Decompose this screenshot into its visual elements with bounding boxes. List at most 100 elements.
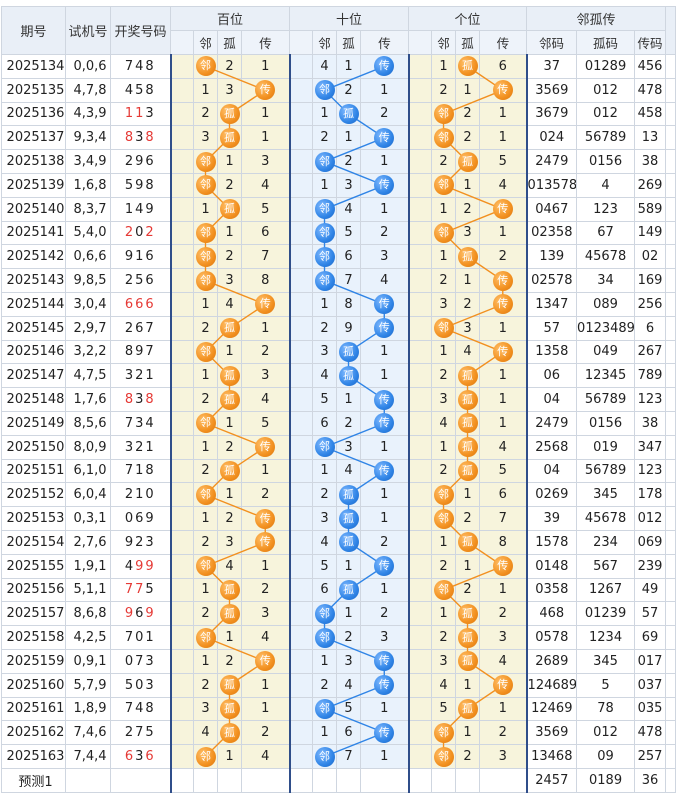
- draw-digit: 3: [145, 106, 156, 122]
- table-row[interactable]: 2025154 2,7,6 923 2 3 传 4 孤 2 1 孤 8 1578 234 069: [1, 529, 676, 555]
- bai-cell: 2: [217, 172, 242, 198]
- edge-cell: [665, 54, 676, 79]
- draw-digit: 2: [124, 273, 136, 289]
- bai-pad: [169, 744, 194, 769]
- table-row[interactable]: 2025145 2,9,7 267 2 孤 1 2 9 传邻 3 1 57 0123489 6: [1, 315, 676, 341]
- table-row[interactable]: 2025146 3,2,2 897 邻 1 2 3 孤 1 1 4 传 1358 049 267: [1, 339, 676, 365]
- bai-pad: [169, 315, 194, 341]
- draw-digit: 0: [135, 677, 146, 693]
- gu-code-cell: 012: [576, 720, 636, 746]
- table-row[interactable]: 2025142 0,6,6 916 邻 2 7 邻 6 3 1 孤 2 139 45678 02: [1, 244, 676, 270]
- edge-cell: [665, 363, 676, 389]
- ge-cell: 2: [431, 553, 457, 579]
- draw-cell: 073: [110, 648, 171, 674]
- ge-cell: 2: [431, 77, 457, 103]
- issue-cell: 2025160: [1, 672, 66, 698]
- bai-hit-ball: 传: [255, 651, 276, 672]
- ge-cell: 邻: [431, 220, 457, 246]
- ge-cell: 2: [455, 577, 481, 603]
- shi-pad: [288, 268, 314, 293]
- table-row[interactable]: 2025144 3,0,4 666 1 4 传 1 8 传 3 2 传 1347 089 256: [1, 291, 676, 317]
- table-row[interactable]: 2025141 5,4,0 202 邻 1 6 邻 5 2 邻 3 1 02358 67 149: [1, 220, 676, 246]
- bai-cell: 邻: [193, 482, 218, 508]
- draw-cell: 503: [110, 672, 171, 698]
- edge-cell: [665, 458, 676, 484]
- shi-pad: [288, 648, 314, 674]
- table-row[interactable]: 2025148 1,7,6 838 2 孤 4 5 1 传 3 孤 1 04 56789 123: [1, 387, 676, 412]
- issue-cell: 2025149: [1, 410, 66, 436]
- table-row[interactable]: 2025160 5,7,9 503 2 孤 1 2 4 传 4 1 传 124689 5 037: [1, 672, 676, 698]
- ge-cell: 3: [431, 387, 457, 412]
- bai-hit-ball: 孤: [219, 460, 240, 481]
- table-row[interactable]: 2025138 3,4,9 296 邻 1 3 邻 2 1 2 孤 5 2479 0156 38: [1, 149, 676, 174]
- bai-cell: 孤: [217, 458, 242, 484]
- table-row[interactable]: 2025155 1,9,1 499 邻 4 1 5 1 传 2 1 传 0148 567 239: [1, 553, 676, 579]
- bai-hit-ball: 邻: [195, 556, 216, 577]
- shi-cell: 5: [312, 387, 338, 412]
- header-ge: 个位: [408, 6, 528, 31]
- bai-cell: 孤: [217, 720, 242, 746]
- table-row[interactable]: 2025162 7,4,6 275 4 孤 2 1 6 传邻 1 2 3569 012 478: [1, 720, 676, 746]
- trend-table: 期号 试机号 开奖号码 百位 十位 个位 邻孤传 邻 孤 传 邻 孤 传 邻 孤…: [1, 6, 676, 793]
- table-row[interactable]: 2025156 5,1,1 775 1 孤 2 6 孤 1 邻 2 1 0358 1267 49: [1, 577, 676, 603]
- table-row[interactable]: 2025150 8,0,9 321 1 2 传邻 3 1 1 孤 4 2568 019 347: [1, 434, 676, 460]
- ge-cell: 2: [455, 125, 481, 151]
- edge-cell: [665, 268, 676, 293]
- lin-code-cell: 3569: [525, 77, 578, 103]
- table-row[interactable]: 2025158 4,2,5 701 邻 1 4 邻 2 3 2 孤 3 0578 1234 69: [1, 625, 676, 650]
- table-row[interactable]: 2025147 4,7,5 321 1 孤 3 4 孤 1 2 孤 1 06 12345 789: [1, 363, 676, 389]
- gu-code-cell: 67: [576, 220, 636, 246]
- trial-cell: 4,7,5: [65, 363, 111, 389]
- shi-cell: 1: [312, 720, 338, 746]
- ge-cell: 3: [455, 220, 481, 246]
- ge-cell: 孤: [455, 696, 481, 722]
- chuan-code-cell: 789: [634, 363, 667, 389]
- edge-cell: [665, 696, 676, 722]
- bai-hit-ball: 孤: [219, 318, 240, 339]
- draw-cell: 897: [110, 339, 171, 365]
- table-row[interactable]: 2025135 4,7,8 458 1 3 传邻 2 1 2 1 传 3569 012 478: [1, 77, 676, 103]
- ge-pad: [407, 482, 433, 508]
- shi-cell: 邻: [312, 220, 338, 246]
- ge-cell: 4: [479, 648, 528, 674]
- table-row[interactable]: 2025136 4,3,9 113 2 孤 1 1 孤 2 邻 2 1 3679 012 458: [1, 101, 676, 127]
- draw-cell: 916: [110, 244, 171, 270]
- bai-cell: 邻: [193, 625, 218, 650]
- table-row[interactable]: 2025153 0,3,1 069 1 2 传 3 孤 1 邻 2 7 39 45678 012: [1, 506, 676, 531]
- table-row[interactable]: 2025151 6,1,0 718 2 孤 1 1 4 传 2 孤 5 04 56789 123: [1, 458, 676, 484]
- shi-pad: [288, 696, 314, 722]
- bai-pad: [169, 339, 194, 365]
- table-row[interactable]: 2025134 0,0,6 748 邻 2 1 4 1 传 1 孤 6 37 01289 456: [1, 54, 676, 79]
- lin-code-cell: 1578: [525, 529, 578, 555]
- gu-code-cell: 56789: [576, 125, 636, 151]
- chuan-code-cell: 269: [634, 172, 667, 198]
- shi-hit-ball: 邻: [314, 222, 335, 243]
- edge-cell: [665, 125, 676, 151]
- table-row[interactable]: 2025143 9,8,5 256 邻 3 8 邻 7 4 2 1 传 02578 34 169: [1, 268, 676, 293]
- draw-cell: 256: [110, 268, 171, 293]
- table-row[interactable]: 2025152 6,0,4 210 邻 1 2 2 孤 1 邻 1 6 0269 345 178: [1, 482, 676, 508]
- table-row[interactable]: 2025157 8,6,8 969 2 孤 3 邻 1 2 1 孤 2 468 01239 57: [1, 601, 676, 627]
- gu-code-cell: 0123489: [576, 315, 636, 341]
- table-row[interactable]: 2025159 0,9,1 073 1 2 传 1 3 传 3 孤 4 2689 345 017: [1, 648, 676, 674]
- shi-pad: [288, 172, 314, 198]
- table-row[interactable]: 2025163 7,4,4 636 邻 1 4 邻 7 1 邻 2 3 13468 09 257: [1, 744, 676, 769]
- gu-code-cell: 0156: [576, 410, 636, 436]
- table-row[interactable]: 2025139 1,6,8 598 邻 2 4 1 3 传邻 1 4 013578 4 269: [1, 172, 676, 198]
- ge-hit-ball: 邻: [433, 318, 454, 339]
- table-row[interactable]: 2025140 8,3,7 149 1 孤 5 邻 4 1 1 2 传 0467 123 589: [1, 196, 676, 222]
- shi-hit-ball: 传: [374, 460, 395, 481]
- table-row[interactable]: 2025137 9,3,4 838 3 孤 1 2 1 传邻 2 1 024 56789 13: [1, 125, 676, 151]
- issue-cell: 2025144: [1, 291, 66, 317]
- draw-digit: 8: [124, 344, 136, 360]
- table-row[interactable]: 2025161 1,8,9 748 3 孤 1 邻 5 1 5 孤 1 12469 78 035: [1, 696, 676, 722]
- bai-cell: 孤: [217, 696, 242, 722]
- edge-cell: [665, 720, 676, 746]
- shi-cell: 孤: [336, 529, 362, 555]
- issue-cell: 2025137: [1, 125, 66, 151]
- bai-cell: 传: [240, 291, 291, 317]
- table-row[interactable]: 2025149 8,5,6 734 邻 1 5 6 2 传 4 孤 1 2479 0156 38: [1, 410, 676, 436]
- header-bai-chuan: 传: [240, 30, 291, 55]
- ge-cell: 孤: [455, 648, 481, 674]
- draw-cell: 969: [110, 601, 171, 627]
